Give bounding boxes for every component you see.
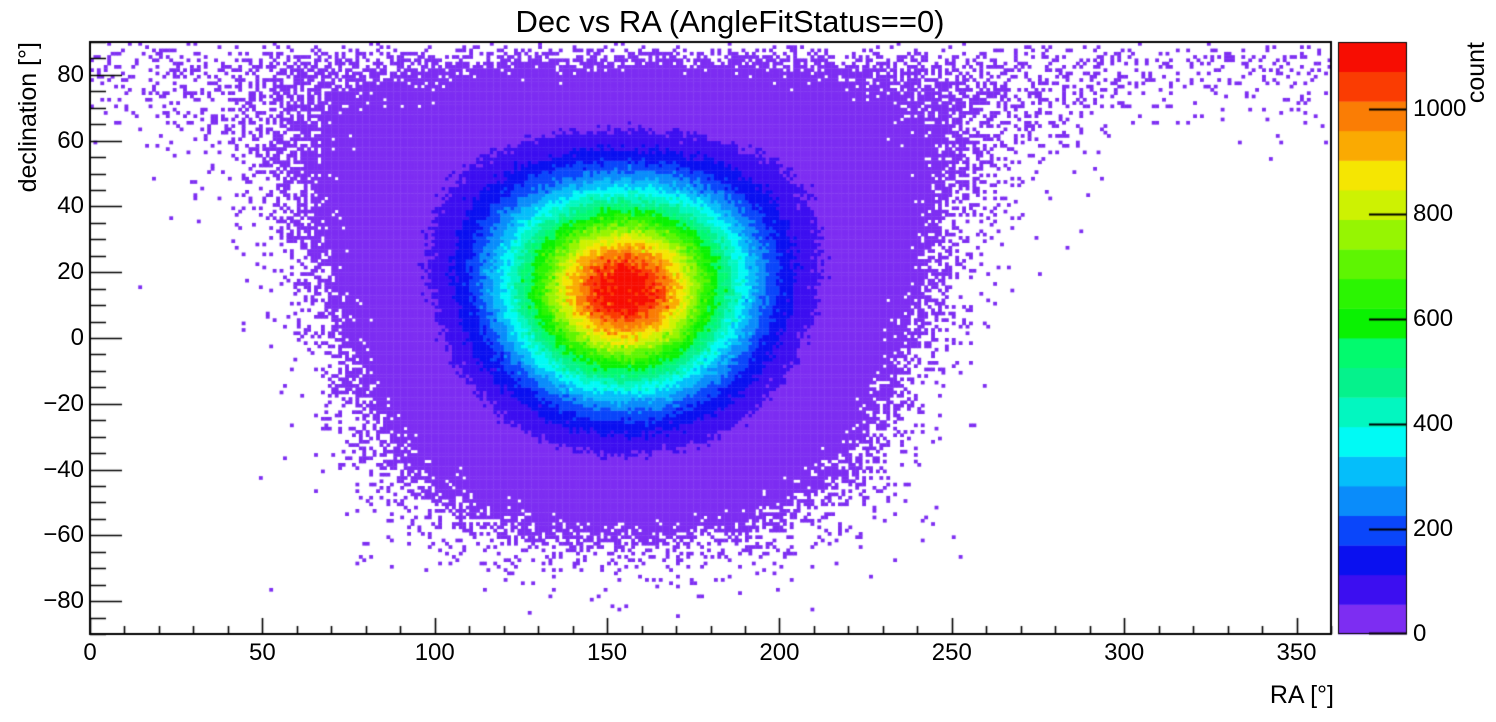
x-axis-title: RA [°] bbox=[1269, 681, 1334, 709]
y-tick-label: 60 bbox=[57, 126, 84, 154]
x-tick-label: 200 bbox=[759, 639, 800, 666]
x-tick-label: 250 bbox=[931, 639, 972, 666]
y-tick-label: −80 bbox=[43, 587, 84, 615]
colorbar-tick-label: 0 bbox=[1413, 620, 1427, 647]
x-tick-label: 50 bbox=[249, 639, 276, 666]
y-tick-label: −60 bbox=[43, 521, 84, 549]
x-tick-label: 0 bbox=[83, 639, 97, 666]
colorbar-tick-label: 200 bbox=[1413, 515, 1454, 543]
y-tick-label: −40 bbox=[43, 455, 84, 483]
x-tick-label: 150 bbox=[587, 639, 628, 666]
colorbar-title: count bbox=[1462, 42, 1490, 104]
x-tick-label: 350 bbox=[1276, 639, 1317, 666]
plot-title: Dec vs RA (AngleFitStatus==0) bbox=[515, 4, 945, 39]
x-tick-label: 100 bbox=[414, 639, 455, 666]
y-tick-label: 20 bbox=[57, 258, 84, 286]
y-tick-label: 40 bbox=[57, 192, 84, 220]
colorbar-tick-label: 400 bbox=[1413, 410, 1454, 438]
x-tick-label: 300 bbox=[1104, 639, 1145, 666]
colorbar-tick-label: 1000 bbox=[1413, 95, 1467, 123]
y-tick-label: −20 bbox=[43, 389, 84, 417]
y-tick-label: 0 bbox=[70, 324, 84, 351]
colorbar-tick-label: 600 bbox=[1413, 305, 1454, 333]
colorbar-tick-label: 800 bbox=[1413, 200, 1454, 228]
y-tick-label: 80 bbox=[57, 60, 84, 88]
